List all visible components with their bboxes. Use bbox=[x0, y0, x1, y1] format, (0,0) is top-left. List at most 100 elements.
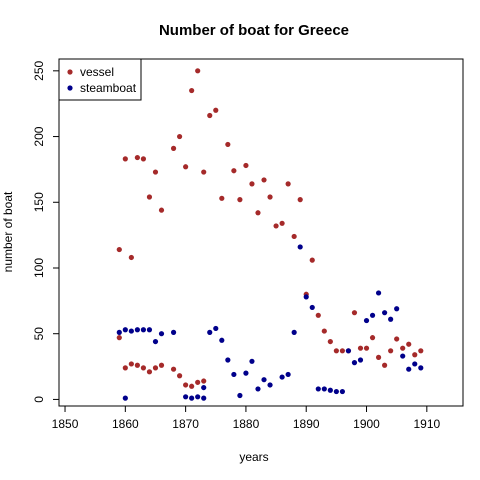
vessel-point bbox=[116, 335, 122, 341]
vessel-point bbox=[158, 207, 165, 213]
steamboat-point bbox=[375, 290, 382, 296]
y-tick-label: 100 bbox=[32, 258, 46, 278]
vessel-point bbox=[261, 177, 267, 183]
steamboat-point bbox=[267, 382, 273, 388]
x-axis-label: years bbox=[239, 450, 268, 464]
vessel-point bbox=[158, 362, 165, 368]
x-tick-label: 1870 bbox=[172, 417, 199, 431]
steamboat-point bbox=[351, 360, 358, 366]
vessel-point bbox=[122, 156, 128, 162]
plot-frame bbox=[58, 58, 464, 407]
vessel-point bbox=[339, 348, 346, 354]
vessel-point bbox=[176, 133, 183, 140]
steamboat-point bbox=[116, 329, 122, 335]
vessel-point bbox=[297, 197, 303, 203]
steamboat-point bbox=[363, 317, 370, 324]
vessel-point bbox=[285, 181, 291, 187]
vessel-point bbox=[382, 362, 388, 368]
steamboat-point bbox=[152, 338, 159, 345]
vessel-point bbox=[176, 373, 183, 379]
x-tick-label: 1890 bbox=[293, 417, 320, 431]
vessel-point bbox=[333, 348, 339, 354]
steamboat-point bbox=[315, 386, 321, 392]
vessel-point bbox=[225, 141, 231, 148]
vessel-point bbox=[327, 338, 333, 345]
steamboat-point bbox=[237, 392, 243, 399]
vessel-point bbox=[122, 365, 128, 371]
y-tick-label: 150 bbox=[32, 192, 46, 212]
vessel-point bbox=[351, 310, 358, 316]
vessel-point bbox=[189, 383, 195, 389]
steamboat-point bbox=[201, 384, 207, 391]
vessel-point bbox=[406, 341, 412, 347]
x-axis: 1850 1860 1870 1880 1890 1900 1910 bbox=[52, 406, 440, 431]
vessel-point bbox=[201, 169, 207, 175]
y-tick-label: 250 bbox=[32, 60, 46, 80]
vessel-point bbox=[363, 345, 370, 351]
legend-box bbox=[58, 58, 142, 101]
vessel-point bbox=[134, 154, 140, 161]
vessel-point bbox=[237, 197, 243, 203]
steamboat-point bbox=[321, 386, 327, 392]
series-steamboat bbox=[116, 244, 424, 401]
vessel-point bbox=[400, 345, 406, 351]
steamboat-point bbox=[201, 395, 207, 401]
vessel-point bbox=[219, 195, 225, 201]
vessel-point bbox=[273, 223, 279, 229]
steamboat-point bbox=[170, 329, 177, 335]
legend: vessel steamboat bbox=[58, 58, 142, 101]
steamboat-point bbox=[213, 325, 219, 332]
data-points bbox=[116, 68, 424, 401]
vessel-point bbox=[152, 365, 159, 371]
x-tick-label: 1850 bbox=[52, 417, 79, 431]
vessel-point bbox=[291, 233, 297, 240]
vessel-point bbox=[394, 336, 400, 342]
steamboat-point bbox=[231, 371, 237, 378]
steamboat-point bbox=[279, 374, 285, 380]
vessel-point bbox=[267, 194, 273, 200]
x-tick-label: 1910 bbox=[413, 417, 440, 431]
steamboat-point bbox=[400, 353, 406, 359]
steamboat-point bbox=[207, 329, 213, 335]
steamboat-point bbox=[249, 358, 255, 364]
vessel-point bbox=[116, 246, 122, 253]
steamboat-point bbox=[406, 366, 412, 372]
steamboat-point bbox=[309, 304, 315, 311]
vessel-point bbox=[195, 68, 201, 74]
vessel-point bbox=[309, 257, 315, 263]
vessel-point bbox=[369, 335, 376, 341]
steamboat-point bbox=[195, 394, 201, 400]
series-vessel bbox=[116, 68, 424, 389]
x-tick-label: 1900 bbox=[353, 417, 380, 431]
vessel-point bbox=[146, 194, 153, 200]
steamboat-point bbox=[140, 327, 147, 333]
steamboat-point bbox=[388, 316, 394, 322]
vessel-point bbox=[255, 210, 261, 216]
steamboat-point bbox=[418, 365, 424, 371]
vessel-point bbox=[418, 348, 424, 354]
steamboat-point bbox=[327, 387, 333, 393]
vessel-point bbox=[146, 369, 153, 375]
vessel-point bbox=[207, 112, 213, 119]
legend-marker-vessel bbox=[67, 69, 73, 75]
vessel-point bbox=[321, 328, 327, 334]
vessel-point bbox=[412, 352, 418, 358]
steamboat-point bbox=[357, 357, 364, 363]
vessel-point bbox=[243, 162, 249, 169]
vessel-point bbox=[170, 366, 177, 372]
steamboat-point bbox=[369, 312, 376, 318]
steamboat-point bbox=[189, 395, 195, 401]
y-tick-label: 0 bbox=[32, 396, 46, 403]
steamboat-point bbox=[158, 331, 165, 337]
y-axis-label: number of boat bbox=[1, 191, 15, 272]
vessel-point bbox=[375, 354, 382, 360]
steamboat-point bbox=[261, 377, 267, 383]
legend-label-vessel: vessel bbox=[80, 65, 114, 79]
steamboat-point bbox=[394, 306, 400, 312]
steamboat-point bbox=[183, 394, 189, 400]
steamboat-point bbox=[345, 348, 352, 354]
vessel-point bbox=[195, 379, 201, 385]
steamboat-point bbox=[303, 294, 309, 300]
vessel-point bbox=[170, 145, 177, 151]
